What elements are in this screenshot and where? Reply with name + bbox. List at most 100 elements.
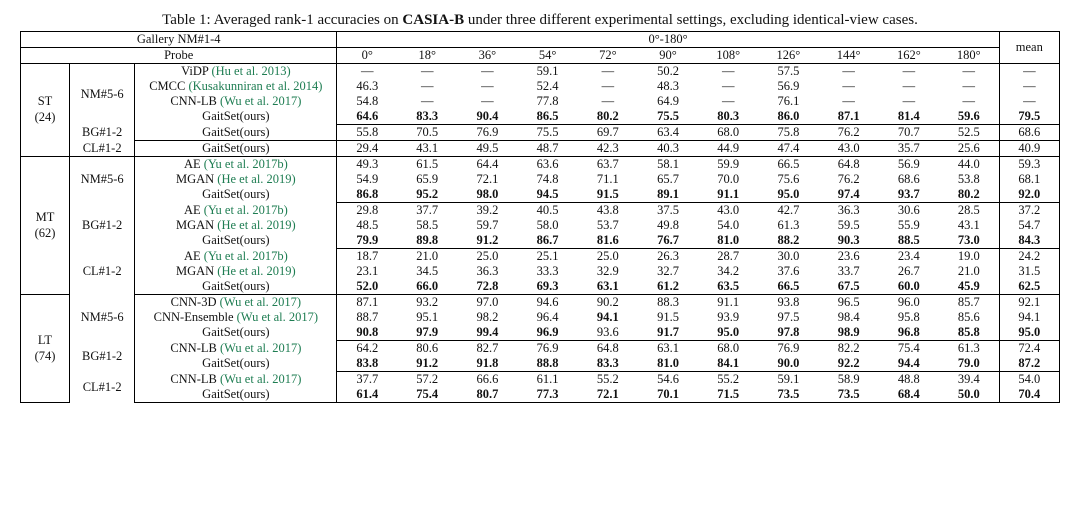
- value-cell: 48.3: [638, 79, 698, 94]
- value-cell: 83.8: [337, 356, 397, 372]
- value-cell: 33.3: [518, 264, 578, 279]
- value-cell: 94.5: [518, 187, 578, 203]
- value-cell: 52.5: [939, 125, 999, 141]
- value-cell: 98.4: [819, 310, 879, 325]
- value-cell: 59.1: [518, 64, 578, 80]
- header-angle: 18°: [397, 48, 457, 64]
- value-cell: 23.1: [337, 264, 397, 279]
- value-cell: —: [457, 79, 517, 94]
- value-cell: 90.0: [758, 356, 818, 372]
- value-cell: 69.7: [578, 125, 638, 141]
- value-cell: 88.3: [638, 295, 698, 311]
- value-cell: 63.1: [578, 279, 638, 295]
- value-cell: 97.9: [397, 325, 457, 341]
- method-cell: MGAN (He et al. 2019): [135, 172, 337, 187]
- value-cell: 95.0: [758, 187, 818, 203]
- value-cell: 84.1: [698, 356, 758, 372]
- method-cell: GaitSet(ours): [135, 125, 337, 141]
- header-probe: Probe: [21, 48, 337, 64]
- value-cell: 48.5: [337, 218, 397, 233]
- value-cell: —: [578, 64, 638, 80]
- probe-cell: CL#1-2: [69, 141, 134, 157]
- value-cell: 61.3: [939, 341, 999, 357]
- value-cell: 32.7: [638, 264, 698, 279]
- value-cell: 49.8: [638, 218, 698, 233]
- mean-cell: —: [999, 94, 1059, 109]
- value-cell: 48.8: [879, 372, 939, 388]
- value-cell: 56.9: [879, 157, 939, 173]
- value-cell: 30.6: [879, 203, 939, 219]
- value-cell: 90.4: [457, 109, 517, 125]
- value-cell: —: [879, 64, 939, 80]
- value-cell: 42.7: [758, 203, 818, 219]
- value-cell: 68.0: [698, 125, 758, 141]
- value-cell: 54.0: [698, 218, 758, 233]
- value-cell: 65.9: [397, 172, 457, 187]
- header-mean: mean: [999, 32, 1059, 64]
- method-cell: GaitSet(ours): [135, 325, 337, 341]
- mean-cell: 59.3: [999, 157, 1059, 173]
- value-cell: 34.2: [698, 264, 758, 279]
- value-cell: 59.1: [758, 372, 818, 388]
- probe-cell: NM#5-6: [69, 157, 134, 203]
- value-cell: 37.7: [337, 372, 397, 388]
- value-cell: 80.7: [457, 387, 517, 403]
- value-cell: 64.4: [457, 157, 517, 173]
- value-cell: —: [397, 64, 457, 80]
- method-cell: MGAN (He et al. 2019): [135, 264, 337, 279]
- value-cell: 25.0: [457, 249, 517, 265]
- caption-bold: CASIA-B: [402, 12, 464, 28]
- value-cell: 93.8: [758, 295, 818, 311]
- mean-cell: 70.4: [999, 387, 1059, 403]
- value-cell: 76.1: [758, 94, 818, 109]
- value-cell: 48.7: [518, 141, 578, 157]
- value-cell: 68.4: [879, 387, 939, 403]
- mean-cell: 94.1: [999, 310, 1059, 325]
- value-cell: 96.4: [518, 310, 578, 325]
- value-cell: 37.7: [397, 203, 457, 219]
- value-cell: 86.7: [518, 233, 578, 249]
- value-cell: 61.3: [758, 218, 818, 233]
- value-cell: 61.2: [638, 279, 698, 295]
- value-cell: 95.2: [397, 187, 457, 203]
- value-cell: 79.9: [337, 233, 397, 249]
- mean-cell: 68.1: [999, 172, 1059, 187]
- value-cell: 90.3: [819, 233, 879, 249]
- table-caption: Table 1: Averaged rank-1 accuracies on C…: [20, 12, 1060, 29]
- value-cell: 85.7: [939, 295, 999, 311]
- header-angle: 162°: [879, 48, 939, 64]
- value-cell: 43.0: [819, 141, 879, 157]
- value-cell: —: [337, 64, 397, 80]
- value-cell: 80.2: [578, 109, 638, 125]
- value-cell: 30.0: [758, 249, 818, 265]
- value-cell: 64.8: [578, 341, 638, 357]
- mean-cell: 68.6: [999, 125, 1059, 141]
- value-cell: 61.1: [518, 372, 578, 388]
- value-cell: 76.2: [819, 172, 879, 187]
- value-cell: 76.9: [518, 341, 578, 357]
- value-cell: 71.1: [578, 172, 638, 187]
- mean-cell: 72.4: [999, 341, 1059, 357]
- value-cell: 47.4: [758, 141, 818, 157]
- mean-cell: 40.9: [999, 141, 1059, 157]
- value-cell: 72.1: [457, 172, 517, 187]
- value-cell: 40.5: [518, 203, 578, 219]
- value-cell: 88.5: [879, 233, 939, 249]
- value-cell: 88.8: [518, 356, 578, 372]
- value-cell: 91.2: [397, 356, 457, 372]
- value-cell: 68.6: [879, 172, 939, 187]
- value-cell: 60.0: [879, 279, 939, 295]
- header-angle: 36°: [457, 48, 517, 64]
- value-cell: 64.6: [337, 109, 397, 125]
- mean-cell: —: [999, 64, 1059, 80]
- value-cell: 95.8: [879, 310, 939, 325]
- header-angle: 108°: [698, 48, 758, 64]
- value-cell: 69.3: [518, 279, 578, 295]
- value-cell: 56.9: [758, 79, 818, 94]
- value-cell: 57.2: [397, 372, 457, 388]
- value-cell: 90.8: [337, 325, 397, 341]
- value-cell: 91.2: [457, 233, 517, 249]
- mean-cell: 24.2: [999, 249, 1059, 265]
- value-cell: 85.8: [939, 325, 999, 341]
- caption-prefix: Table 1: Averaged rank-1 accuracies on: [162, 12, 402, 28]
